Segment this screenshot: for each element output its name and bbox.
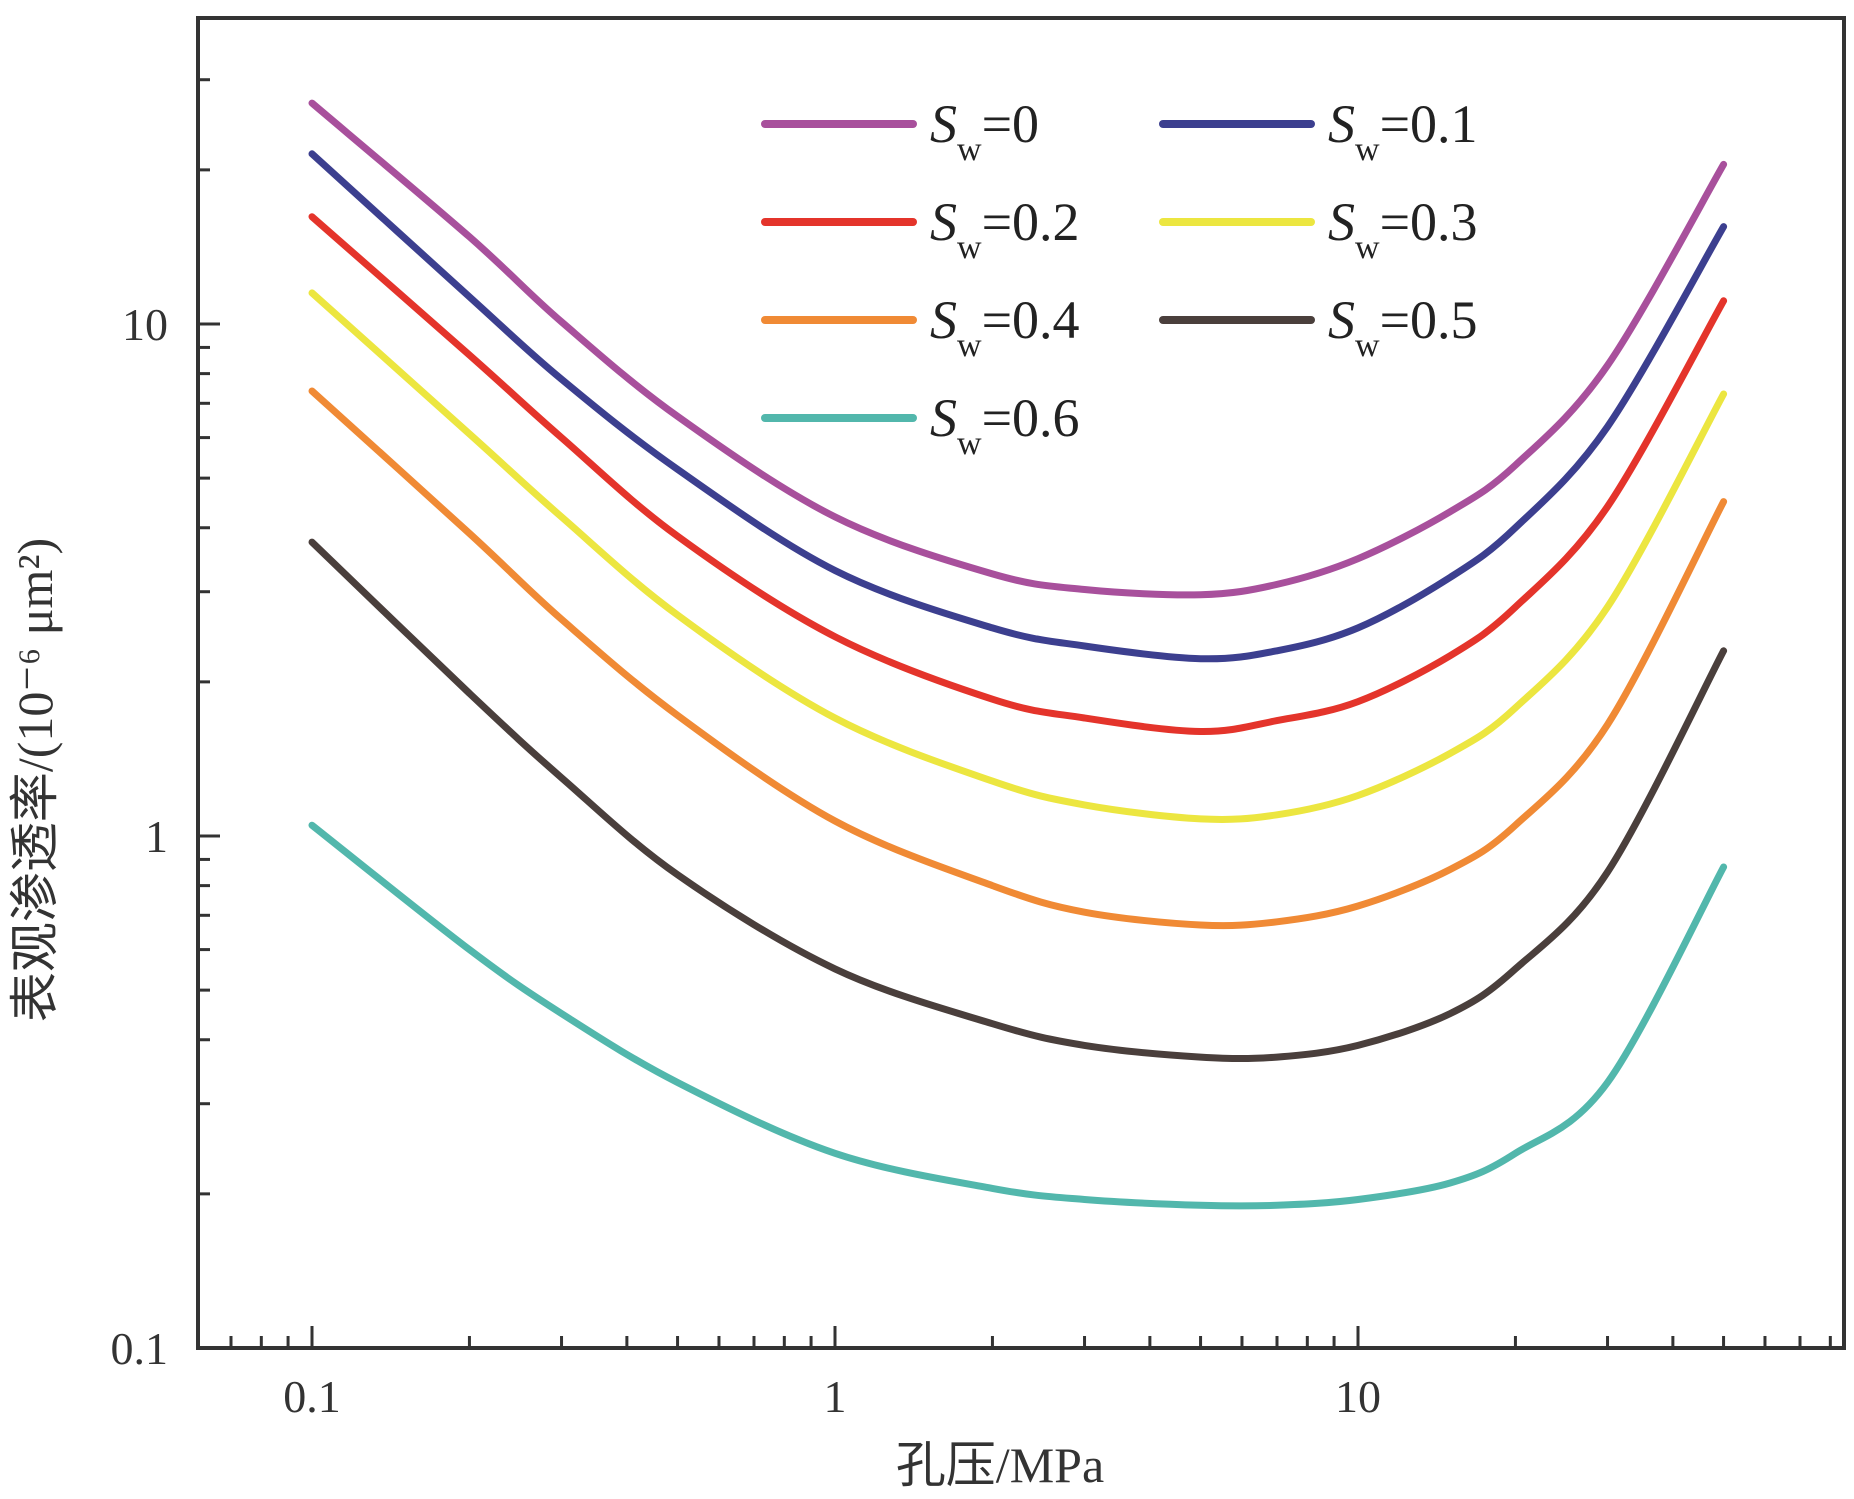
series-line-2 xyxy=(308,213,1728,736)
series-line-5 xyxy=(308,538,1728,1063)
x-axis-title: 孔压/MPa xyxy=(896,1437,1104,1493)
tick-marks xyxy=(198,78,1832,1348)
series-line-3 xyxy=(308,289,1728,823)
x-tick-label: 0.1 xyxy=(283,1371,341,1422)
series-line-0 xyxy=(308,99,1728,599)
series-line-6 xyxy=(308,821,1728,1210)
legend-label: Sw=0.4 xyxy=(930,290,1080,364)
legend-label: Sw=0.2 xyxy=(930,192,1080,266)
x-tick-label: 1 xyxy=(824,1371,847,1422)
legend-label: Sw=0.6 xyxy=(930,388,1080,462)
legend-label: Sw=0.3 xyxy=(1328,192,1478,266)
tick-labels: 0.1 1 10 0.1 1 10 xyxy=(111,299,1382,1422)
legend-label: Sw=0.1 xyxy=(1328,94,1478,168)
y-tick-label: 0.1 xyxy=(111,1323,169,1374)
legend-label: Sw=0 xyxy=(930,94,1039,168)
legend: Sw=0 Sw=0.1 Sw=0.2 Sw=0.3 Sw=0.4 Sw=0.5 Sw=0.6 xyxy=(761,94,1478,462)
series-line-1 xyxy=(308,150,1728,663)
y-tick-label: 10 xyxy=(122,299,168,350)
y-axis-title: 表观渗透率/(10⁻⁶ μm²) xyxy=(7,538,63,1022)
series-layer xyxy=(308,99,1728,1210)
series-line-4 xyxy=(308,387,1728,930)
legend-label: Sw=0.5 xyxy=(1328,290,1478,364)
y-tick-label: 1 xyxy=(145,811,168,862)
x-tick-label: 10 xyxy=(1335,1371,1381,1422)
